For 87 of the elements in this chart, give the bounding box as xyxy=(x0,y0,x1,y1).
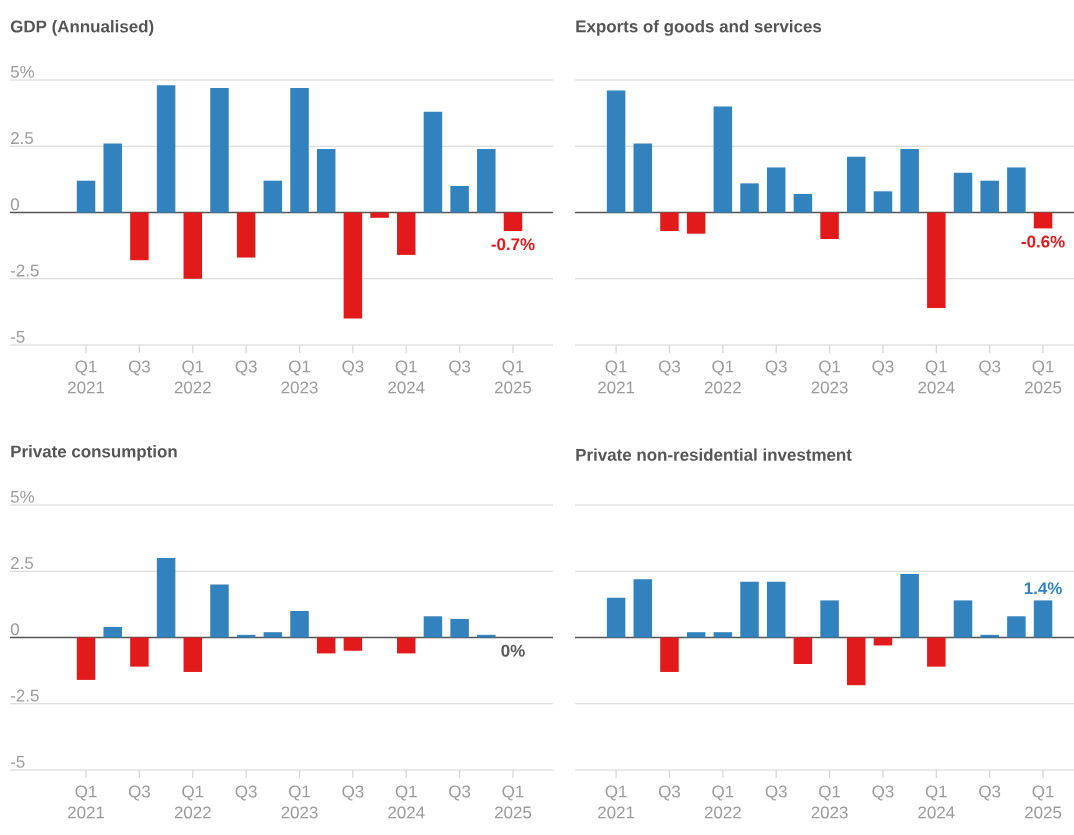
bar xyxy=(660,637,679,672)
y-tick-label: -2.5 xyxy=(10,689,39,702)
bar xyxy=(1007,167,1026,213)
x-tick-label: Q3 xyxy=(765,360,787,376)
bar xyxy=(847,156,866,213)
bar xyxy=(766,581,786,638)
y-tick-label: 5% xyxy=(10,490,35,503)
bar xyxy=(1007,616,1026,638)
bar xyxy=(820,212,839,239)
bar xyxy=(766,167,786,213)
bar xyxy=(606,597,626,638)
x-tick-label: Q3 xyxy=(128,360,150,376)
x-tick-label: Q3 xyxy=(235,785,257,801)
bar xyxy=(980,634,999,638)
bar xyxy=(900,148,919,213)
data-label: 0% xyxy=(501,644,525,657)
x-tick-label: Q1 2025 xyxy=(1025,360,1062,394)
bar xyxy=(1033,600,1053,638)
bar xyxy=(686,632,706,638)
bar xyxy=(847,637,866,686)
y-tick-label: 2.5 xyxy=(11,132,34,145)
data-label: -0.6% xyxy=(1021,235,1065,248)
bar xyxy=(1033,212,1053,229)
x-tick-label: Q3 xyxy=(449,360,471,376)
x-tick-label: Q3 xyxy=(128,785,150,801)
bar xyxy=(740,183,759,213)
y-tick-label: 0 xyxy=(10,198,19,211)
bar xyxy=(927,212,946,308)
x-tick-label: Q1 2023 xyxy=(811,785,848,819)
x-tick-label: Q3 xyxy=(342,360,364,376)
x-tick-label: Q1 2023 xyxy=(281,360,318,394)
bar xyxy=(660,212,679,232)
y-tick-label: -2.5 xyxy=(10,264,39,277)
y-tick-label: -5 xyxy=(10,330,25,343)
bar xyxy=(740,581,759,638)
y-tick-label: 2.5 xyxy=(11,557,34,570)
x-tick-label: Q1 2021 xyxy=(598,785,635,819)
y-tick-label: 5% xyxy=(10,65,35,78)
chart-title: GDP (Annualised) xyxy=(10,20,154,36)
x-tick-label: Q1 2021 xyxy=(68,360,105,394)
bar xyxy=(927,637,946,667)
x-tick-label: Q3 xyxy=(449,785,471,801)
x-tick-label: Q1 2025 xyxy=(495,785,532,819)
bar xyxy=(713,106,733,213)
x-tick-label: Q1 2023 xyxy=(811,360,848,394)
bar xyxy=(980,180,999,213)
x-tick-label: Q1 2024 xyxy=(918,785,955,819)
bar xyxy=(713,632,733,638)
bar xyxy=(686,212,706,234)
bar xyxy=(820,600,839,638)
x-tick-label: Q3 xyxy=(235,360,257,376)
bar xyxy=(873,191,893,213)
bar xyxy=(900,573,919,638)
x-tick-label: Q1 2025 xyxy=(495,360,532,394)
y-tick-label: -5 xyxy=(10,755,25,768)
x-tick-label: Q3 xyxy=(765,785,787,801)
x-tick-label: Q1 2025 xyxy=(1025,785,1062,819)
bar xyxy=(633,143,653,213)
bar xyxy=(953,600,973,638)
data-label: 1.4% xyxy=(1024,582,1062,595)
x-tick-label: Q3 xyxy=(979,360,1001,376)
bar xyxy=(793,637,813,665)
x-tick-label: Q3 xyxy=(658,360,681,376)
x-tick-label: Q1 2024 xyxy=(388,360,425,394)
bar xyxy=(793,193,813,213)
y-tick-label: 0 xyxy=(10,623,19,636)
bar xyxy=(606,90,626,213)
x-tick-label: Q1 2022 xyxy=(174,785,211,819)
x-tick-label: Q3 xyxy=(872,360,894,376)
x-tick-label: Q3 xyxy=(979,785,1001,801)
chart-title: Private consumption xyxy=(11,445,177,461)
chart-title: Exports of goods and services xyxy=(576,19,822,36)
x-tick-label: Q1 2022 xyxy=(704,785,741,819)
bar xyxy=(953,172,973,213)
x-tick-label: Q1 2024 xyxy=(918,360,955,394)
bar xyxy=(633,579,653,638)
x-tick-label: Q3 xyxy=(872,785,894,801)
x-tick-label: Q1 2021 xyxy=(68,785,105,819)
x-tick-label: Q1 2022 xyxy=(174,360,211,394)
x-tick-label: Q3 xyxy=(658,785,681,801)
x-tick-label: Q1 2022 xyxy=(704,360,741,394)
chart-title: Private non-residential investment xyxy=(576,448,852,461)
x-tick-label: Q1 2021 xyxy=(598,360,635,394)
x-tick-label: Q1 2024 xyxy=(388,785,425,819)
data-label: -0.7% xyxy=(491,238,535,251)
x-tick-label: Q3 xyxy=(342,785,364,801)
x-tick-label: Q1 2023 xyxy=(281,785,318,819)
